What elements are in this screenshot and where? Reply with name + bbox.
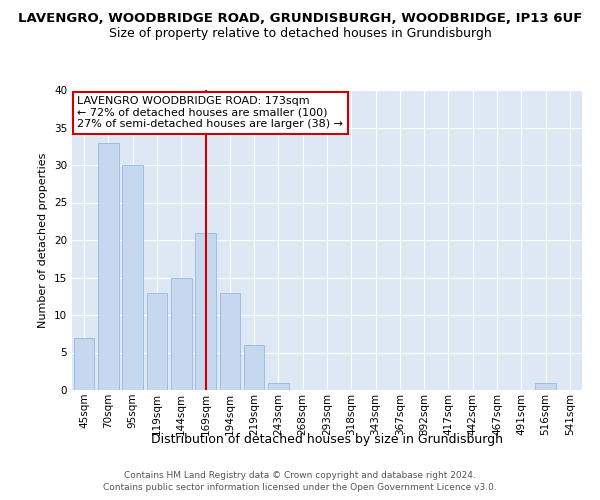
Text: LAVENGRO, WOODBRIDGE ROAD, GRUNDISBURGH, WOODBRIDGE, IP13 6UF: LAVENGRO, WOODBRIDGE ROAD, GRUNDISBURGH,… xyxy=(18,12,582,26)
Bar xyxy=(535,382,556,390)
Bar xyxy=(268,382,289,390)
Bar xyxy=(98,142,119,390)
Bar xyxy=(195,232,216,390)
Bar xyxy=(122,165,143,390)
Bar xyxy=(220,292,240,390)
Bar xyxy=(171,278,191,390)
Bar xyxy=(74,338,94,390)
Bar xyxy=(244,345,265,390)
Text: Contains HM Land Registry data © Crown copyright and database right 2024.: Contains HM Land Registry data © Crown c… xyxy=(124,471,476,480)
Y-axis label: Number of detached properties: Number of detached properties xyxy=(38,152,49,328)
Text: Contains public sector information licensed under the Open Government Licence v3: Contains public sector information licen… xyxy=(103,484,497,492)
Text: LAVENGRO WOODBRIDGE ROAD: 173sqm
← 72% of detached houses are smaller (100)
27% : LAVENGRO WOODBRIDGE ROAD: 173sqm ← 72% o… xyxy=(77,96,343,129)
Text: Distribution of detached houses by size in Grundisburgh: Distribution of detached houses by size … xyxy=(151,432,503,446)
Text: Size of property relative to detached houses in Grundisburgh: Size of property relative to detached ho… xyxy=(109,28,491,40)
Bar xyxy=(146,292,167,390)
